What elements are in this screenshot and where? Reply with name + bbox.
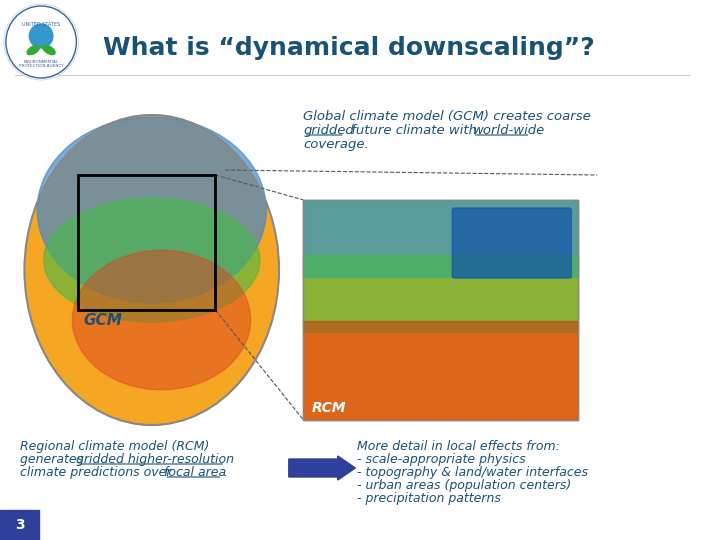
Bar xyxy=(0,510,39,540)
Text: - urban areas (population centers): - urban areas (population centers) xyxy=(357,479,572,492)
Bar xyxy=(304,200,577,420)
Bar xyxy=(304,321,577,420)
Ellipse shape xyxy=(37,117,266,303)
Text: UNITED STATES: UNITED STATES xyxy=(22,22,60,26)
Text: - precipitation patterns: - precipitation patterns xyxy=(357,492,501,505)
Text: focal area: focal area xyxy=(164,466,227,479)
Text: Global climate model (GCM) creates coarse: Global climate model (GCM) creates coars… xyxy=(304,110,591,123)
FancyBboxPatch shape xyxy=(452,208,572,278)
Bar xyxy=(304,200,577,420)
Text: 3: 3 xyxy=(15,518,24,532)
Text: gridded higher-resolution: gridded higher-resolution xyxy=(76,453,235,466)
Text: - topography & land/water interfaces: - topography & land/water interfaces xyxy=(357,466,588,479)
FancyArrow shape xyxy=(289,456,356,480)
Text: More detail in local effects from:: More detail in local effects from: xyxy=(357,440,560,453)
Bar xyxy=(78,175,215,310)
Text: Regional climate model (RCM): Regional climate model (RCM) xyxy=(19,440,209,453)
Circle shape xyxy=(4,4,78,80)
Text: coverage.: coverage. xyxy=(304,138,369,151)
Text: future climate with: future climate with xyxy=(346,124,481,137)
Text: What is “dynamical downscaling”?: What is “dynamical downscaling”? xyxy=(103,36,595,60)
Bar xyxy=(304,200,577,277)
Text: - scale-appropriate physics: - scale-appropriate physics xyxy=(357,453,526,466)
Ellipse shape xyxy=(42,45,55,55)
Ellipse shape xyxy=(73,250,251,390)
Text: world-wide: world-wide xyxy=(473,124,545,137)
Ellipse shape xyxy=(24,115,279,425)
Text: gridded: gridded xyxy=(304,124,354,137)
Text: RCM: RCM xyxy=(311,401,346,415)
Circle shape xyxy=(30,24,53,48)
Ellipse shape xyxy=(27,45,40,55)
Text: GCM: GCM xyxy=(84,313,122,328)
Bar xyxy=(304,255,577,332)
Text: climate predictions over: climate predictions over xyxy=(19,466,175,479)
Text: .: . xyxy=(223,466,228,479)
Ellipse shape xyxy=(44,198,260,322)
Text: generates: generates xyxy=(19,453,86,466)
Text: ENVIRONMENTAL
PROTECTION AGENCY: ENVIRONMENTAL PROTECTION AGENCY xyxy=(19,59,63,69)
